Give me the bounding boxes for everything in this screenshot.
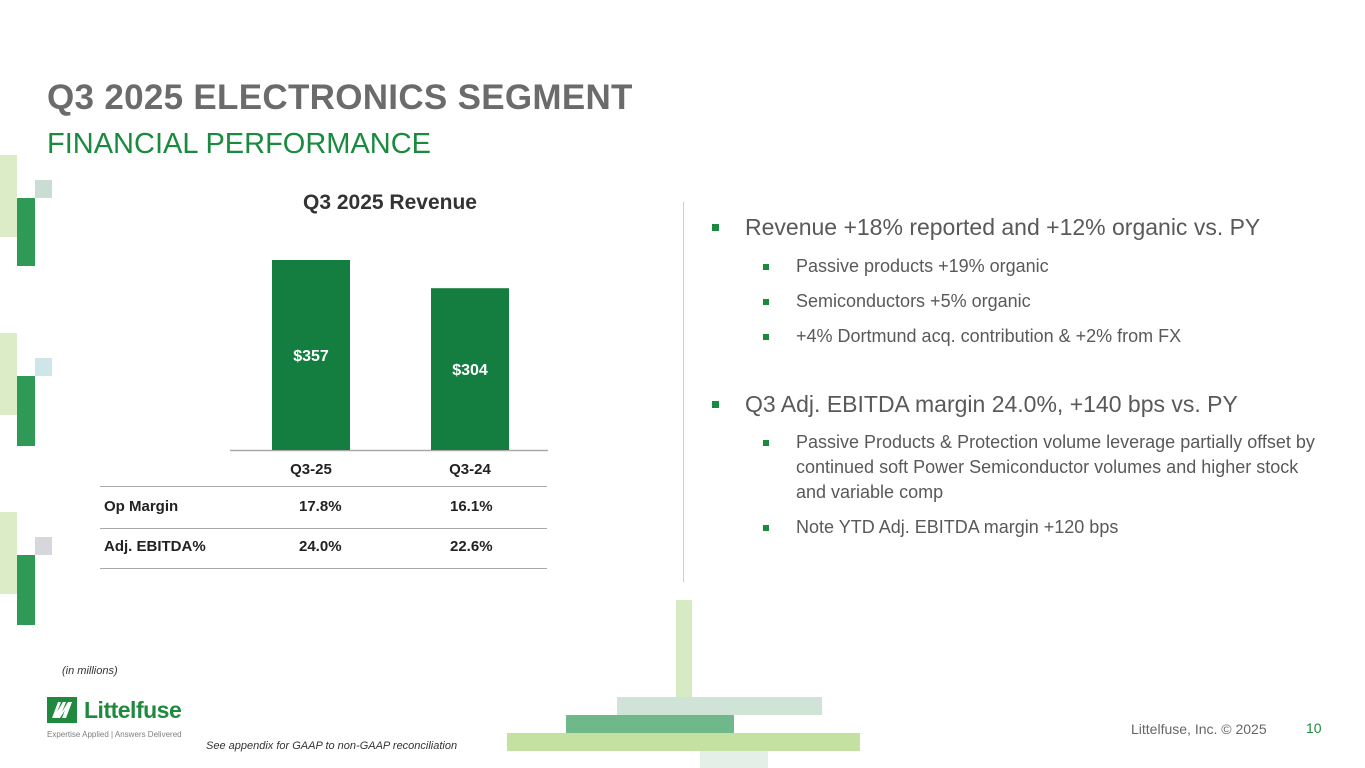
bullet-square-icon — [763, 334, 769, 340]
slide-subtitle: FINANCIAL PERFORMANCE — [47, 128, 432, 160]
sub-bullet-item: Passive products +19% organic — [712, 254, 1332, 279]
littelfuse-logo-icon — [47, 697, 77, 723]
row-label: Op Margin — [104, 498, 179, 515]
bullet-square-icon — [712, 401, 719, 408]
sub-bullet-item: Note YTD Adj. EBITDA margin +120 bps — [712, 515, 1332, 540]
chart-title: Q3 2025 Revenue — [303, 191, 477, 214]
bar-q3-25 — [272, 260, 350, 450]
cell-q3-24: 22.6% — [450, 538, 493, 555]
bullet-list: Revenue +18% reported and +12% organic v… — [712, 212, 1332, 540]
left-decoration — [0, 155, 52, 625]
bullet-square-icon — [763, 525, 769, 531]
copyright: Littelfuse, Inc. © 2025 — [1131, 721, 1267, 737]
bullet-text: Q3 Adj. EBITDA margin 24.0%, +140 bps vs… — [745, 391, 1238, 417]
sub-bullet-text: Note YTD Adj. EBITDA margin +120 bps — [796, 517, 1119, 537]
table-row-op-margin: Op Margin 17.8% 16.1% — [100, 486, 547, 529]
sub-bullet-text: +4% Dortmund acq. contribution & +2% fro… — [796, 326, 1182, 346]
cell-q3-24: 16.1% — [450, 498, 493, 515]
gaap-note: See appendix for GAAP to non-GAAP reconc… — [206, 740, 458, 752]
units-note: (in millions) — [62, 665, 118, 677]
page-number: 10 — [1306, 720, 1322, 736]
bullet-text: Revenue +18% reported and +12% organic v… — [745, 214, 1261, 240]
sub-bullet-text: Passive Products & Protection volume lev… — [796, 432, 1315, 502]
logo-wordmark: Littelfuse — [84, 697, 182, 723]
logo-tagline: Expertise Applied | Answers Delivered — [47, 730, 182, 739]
sub-bullet-text: Semiconductors +5% organic — [796, 291, 1031, 311]
bottom-decoration — [507, 600, 860, 768]
sub-bullet-item: Semiconductors +5% organic — [712, 289, 1332, 314]
cell-q3-25: 17.8% — [299, 498, 342, 515]
data-label-q3-25: $357 — [293, 348, 329, 365]
row-label: Adj. EBITDA% — [104, 538, 206, 555]
bullet-square-icon — [763, 264, 769, 270]
bullet-item: Revenue +18% reported and +12% organic v… — [712, 212, 1332, 242]
sub-bullet-text: Passive products +19% organic — [796, 256, 1049, 276]
category-label-q3-25: Q3-25 — [290, 461, 332, 478]
sub-bullet-item: +4% Dortmund acq. contribution & +2% fro… — [712, 324, 1332, 349]
bullet-item: Q3 Adj. EBITDA margin 24.0%, +140 bps vs… — [712, 389, 1332, 419]
cell-q3-25: 24.0% — [299, 538, 342, 555]
bullet-square-icon — [763, 440, 769, 446]
bar-q3-24 — [431, 288, 509, 450]
category-label-q3-24: Q3-24 — [449, 461, 491, 478]
bullet-square-icon — [763, 299, 769, 305]
slide-title: Q3 2025 ELECTRONICS SEGMENT — [47, 78, 633, 117]
table-row-adj-ebitda: Adj. EBITDA% 24.0% 22.6% — [100, 527, 547, 569]
column-divider — [683, 202, 684, 582]
bullet-square-icon — [712, 224, 719, 231]
data-label-q3-24: $304 — [452, 362, 488, 379]
sub-bullet-item: Passive Products & Protection volume lev… — [712, 430, 1332, 505]
